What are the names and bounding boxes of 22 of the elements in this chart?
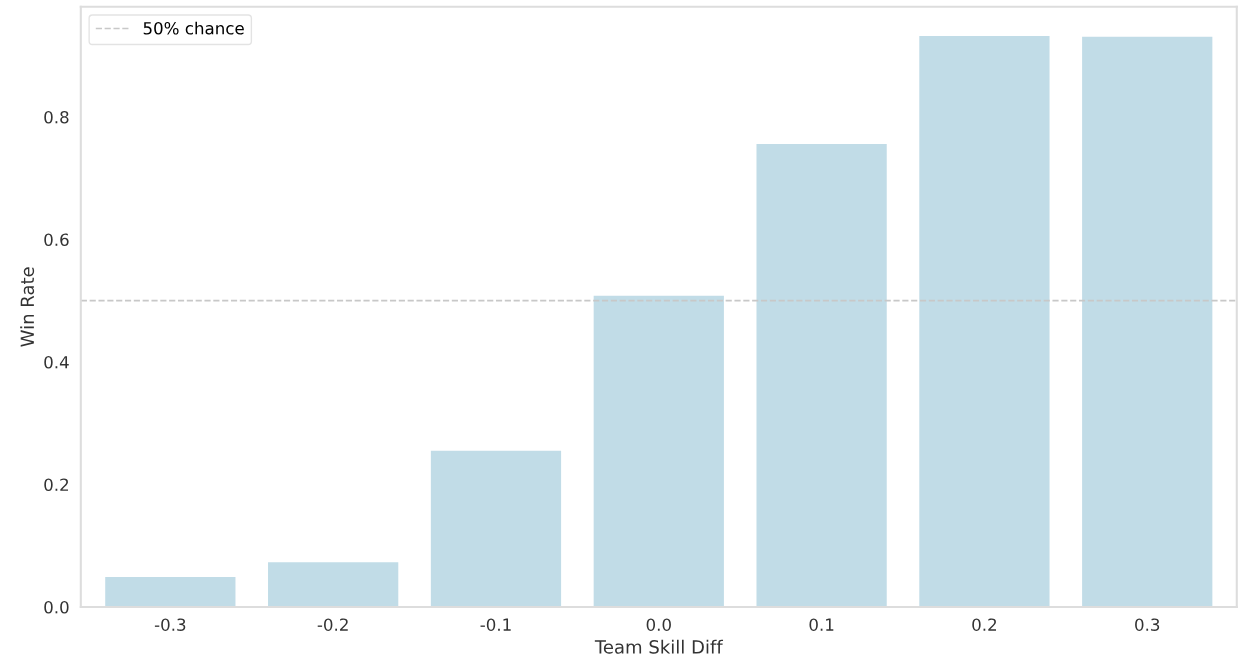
x-tick-label: 0.2: [972, 618, 996, 631]
y-tick-label: 0.0: [44, 600, 69, 614]
y-tick-label: 0.6: [44, 233, 69, 247]
bar: [593, 295, 724, 607]
x-tick-label: -0.3: [154, 618, 186, 631]
bar: [756, 143, 887, 607]
y-tick-label: 0.8: [44, 110, 69, 124]
y-tick-label: 0.2: [44, 478, 69, 492]
bar: [105, 576, 236, 607]
bar: [268, 562, 399, 607]
x-tick-label: 0.0: [646, 618, 671, 631]
y-tick-label: 0.4: [44, 355, 69, 369]
bar: [430, 450, 562, 607]
legend-label: 50% chance: [143, 21, 244, 35]
bar: [1082, 36, 1213, 607]
x-tick-label: 0.3: [1135, 618, 1160, 631]
y-axis-title: Win Rate: [20, 267, 35, 347]
x-tick-label: -0.2: [317, 618, 348, 631]
x-tick-label: -0.1: [480, 618, 511, 631]
x-axis-title: Team Skill Diff: [594, 639, 724, 654]
x-tick-label: 0.1: [809, 618, 834, 631]
bar: [919, 36, 1050, 607]
